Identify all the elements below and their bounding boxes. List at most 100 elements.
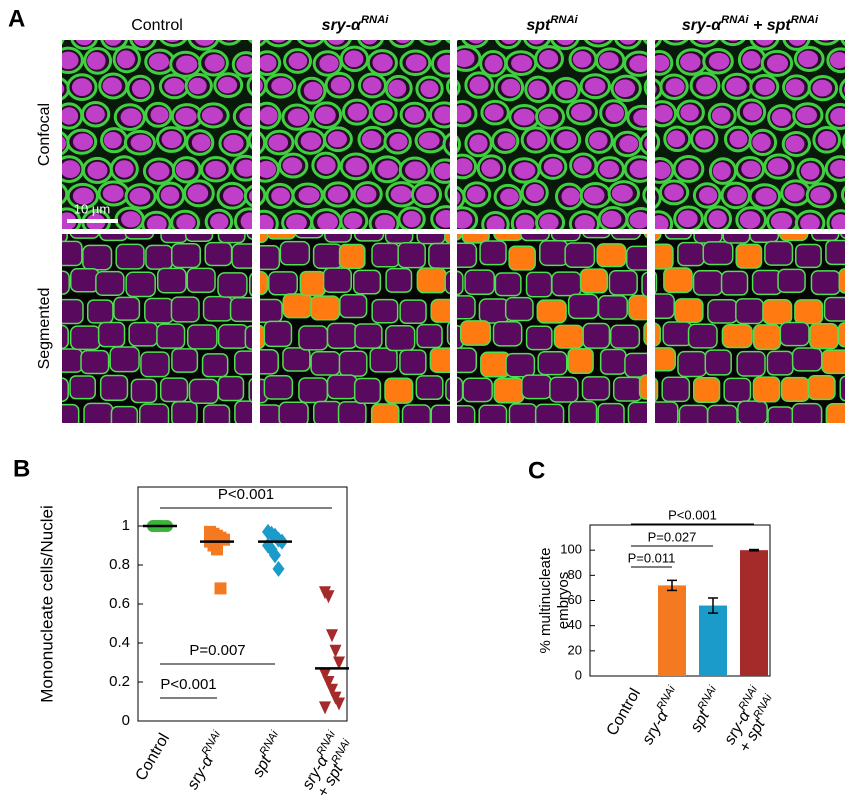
nucleus <box>601 210 622 228</box>
cell <box>678 404 709 423</box>
cell <box>702 241 734 266</box>
cell <box>722 234 751 244</box>
nucleus <box>619 135 639 153</box>
cell <box>445 40 450 44</box>
nucleus <box>538 108 559 125</box>
cell <box>642 40 647 45</box>
column-label: sry-αRNAi + sptRNAi <box>682 14 819 34</box>
cell <box>457 79 461 97</box>
nucleus <box>418 132 440 149</box>
nucleus <box>680 104 699 121</box>
nucleus <box>538 50 559 68</box>
nucleus <box>160 186 180 204</box>
data-point <box>211 543 223 556</box>
cell <box>809 323 839 350</box>
cell <box>354 323 383 349</box>
cell <box>263 320 293 348</box>
cell <box>246 75 252 97</box>
cell <box>807 374 836 401</box>
nucleus <box>268 134 289 151</box>
cell <box>260 234 269 244</box>
cell <box>567 293 599 320</box>
x-tick-label: sry-αRNAi <box>182 729 231 793</box>
cell <box>82 244 113 271</box>
nucleus <box>282 157 303 174</box>
nucleus <box>438 25 456 42</box>
nucleus <box>447 25 467 41</box>
cell <box>521 374 553 400</box>
data-point <box>322 676 335 689</box>
superscript: RNAi <box>258 729 282 758</box>
cell <box>568 400 598 423</box>
cell <box>62 234 68 244</box>
nucleus <box>319 55 339 72</box>
segmented-image <box>62 234 252 423</box>
cell <box>428 242 450 269</box>
nucleus <box>739 211 761 229</box>
nucleus <box>260 214 274 229</box>
cell <box>655 293 675 319</box>
cell <box>791 347 823 372</box>
row-label: Confocal <box>36 103 53 166</box>
nucleus <box>372 54 393 72</box>
nucleus <box>796 106 817 124</box>
nucleus <box>260 160 277 178</box>
cell <box>821 349 845 375</box>
nucleus <box>434 106 450 124</box>
nucleus <box>201 107 223 124</box>
cell <box>508 403 538 423</box>
nucleus <box>148 53 170 71</box>
cell <box>677 241 705 267</box>
cell <box>706 404 738 423</box>
nucleus <box>72 133 94 151</box>
nucleus <box>677 210 698 228</box>
nucleus <box>240 212 252 229</box>
nucleus <box>87 52 106 70</box>
nucleus <box>102 77 122 95</box>
nucleus <box>62 160 81 179</box>
bar <box>699 605 727 676</box>
cell <box>643 78 647 96</box>
data-point <box>269 547 281 564</box>
cell <box>83 402 114 423</box>
cell <box>62 77 71 101</box>
cell <box>639 132 647 156</box>
nucleus <box>416 185 437 204</box>
nucleus <box>696 76 717 95</box>
cell <box>156 323 186 349</box>
cell <box>704 349 732 376</box>
nucleus <box>121 211 141 228</box>
nucleus <box>72 187 95 205</box>
nucleus <box>742 103 763 121</box>
cell <box>62 40 65 45</box>
nucleus <box>457 49 475 68</box>
cell <box>399 299 427 325</box>
nucleus <box>271 187 290 205</box>
nucleus <box>561 187 580 206</box>
nucleus <box>437 54 450 73</box>
cell <box>62 403 80 423</box>
cell <box>217 324 249 349</box>
cell <box>662 321 693 347</box>
nucleus <box>486 215 505 229</box>
text-piece: + spt <box>749 17 792 34</box>
nucleus <box>511 54 533 72</box>
cell <box>736 350 766 377</box>
nucleus <box>239 107 252 125</box>
y-tick-label: 0.8 <box>109 556 130 573</box>
cell <box>384 234 414 244</box>
y-tick-label: 40 <box>568 617 582 632</box>
cell <box>444 182 450 204</box>
bar <box>740 550 768 676</box>
nucleus <box>188 77 207 95</box>
cell <box>813 40 840 46</box>
text-piece: sry-α <box>322 17 362 34</box>
nucleus <box>223 134 244 152</box>
cell <box>625 245 647 271</box>
cell <box>655 377 659 402</box>
nucleus <box>469 134 488 153</box>
cell <box>145 244 174 270</box>
cell <box>457 242 478 268</box>
cell <box>692 270 724 296</box>
cell <box>353 234 385 242</box>
